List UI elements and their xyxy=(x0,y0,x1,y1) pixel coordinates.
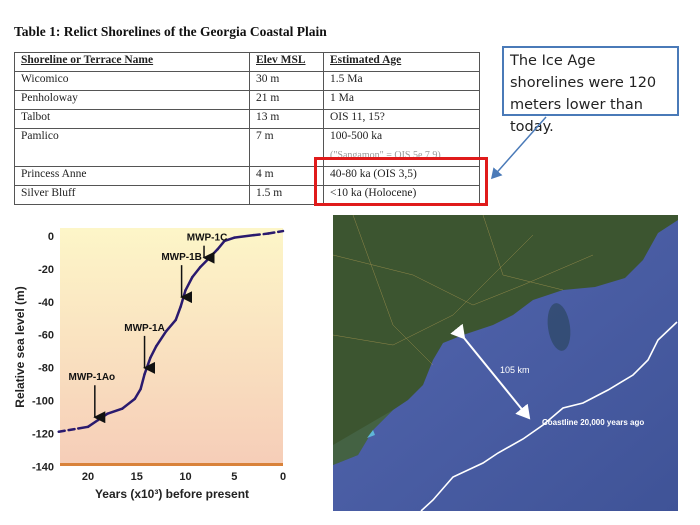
sea-level-curve-segment xyxy=(191,266,202,279)
highlight-box xyxy=(314,157,488,206)
distance-arrow xyxy=(450,323,531,420)
sea-level-curve-segment xyxy=(252,232,270,237)
x-tick-label: 0 xyxy=(280,471,286,483)
y-tick-label: -100 xyxy=(32,396,54,408)
x-tick-label: 5 xyxy=(231,471,237,483)
sea-level-curve-segment xyxy=(223,236,236,243)
header-elev: Elev MSL xyxy=(249,52,324,72)
distance-label: 105 km xyxy=(500,365,530,375)
satellite-map: 105 km Coastline 20,000 years ago xyxy=(333,215,678,511)
ancient-coastline xyxy=(420,321,678,511)
sea-level-curve-segment xyxy=(174,305,182,322)
sea-level-curve-segment xyxy=(120,397,137,410)
table-title: Table 1: Relict Shorelines of the Georgi… xyxy=(14,24,327,39)
land xyxy=(333,215,678,465)
cell-line-faded: ("Sangamon" = OIS 5e,7,9) xyxy=(330,150,441,160)
x-tick-label: 10 xyxy=(179,471,191,483)
cell: 1.5 Ma xyxy=(323,71,480,91)
sea-level-curve-segment xyxy=(155,330,168,348)
sea-level-curve-segment xyxy=(184,275,194,292)
x-tick-label: 15 xyxy=(131,471,143,483)
cell: Silver Bluff xyxy=(14,185,250,205)
table-row: Silver Bluff 1.5 m <10 ka (Holocene) xyxy=(14,185,480,205)
annotation-label: MWP-1Ao xyxy=(68,372,115,383)
x-axis-label: Years (x10³) before present xyxy=(95,487,249,501)
table-row: Pamlico 7 m 100-500 ka ("Sangamon" = OIS 5e… xyxy=(14,128,480,167)
y-tick-label: -120 xyxy=(32,428,54,440)
plot-baseline xyxy=(60,463,283,466)
shoal-plume xyxy=(547,303,571,351)
cell: 100-500 ka ("Sangamon" = OIS 5e,7,9) xyxy=(323,128,480,167)
y-tick-label: 0 xyxy=(48,231,54,243)
table-header-row: Shoreline or Terrace Name Elev MSL Estim… xyxy=(14,52,480,72)
sea-level-curve-segment xyxy=(139,372,146,391)
sea-level-curve-segment xyxy=(133,387,142,401)
y-tick-label: -40 xyxy=(38,297,54,309)
coastline-label: Coastline 20,000 years ago xyxy=(542,418,644,427)
sea-level-curve-segment xyxy=(267,229,285,235)
y-tick-label: -140 xyxy=(32,461,54,473)
sea-level-curve-segment xyxy=(216,239,226,251)
sea-level-curve-segment xyxy=(149,344,158,359)
annotation-label: MWP-1C xyxy=(187,233,228,244)
plot-area xyxy=(60,228,283,466)
x-tick-label: 20 xyxy=(82,471,94,483)
annotation-label: MWP-1A xyxy=(124,323,165,334)
cell: 21 m xyxy=(249,90,324,110)
y-axis-label: Relative sea level (m) xyxy=(13,286,27,407)
cell-line: 100-500 ka xyxy=(330,130,383,142)
y-tick-label: -80 xyxy=(38,363,54,375)
cell: 1.5 m xyxy=(249,185,324,205)
cell: Pamlico xyxy=(14,128,250,167)
y-tick-label: -20 xyxy=(38,264,54,276)
callout-box: The Ice Age shorelines were 120 meters l… xyxy=(502,46,679,135)
sea-level-curve-segment xyxy=(106,407,124,415)
sea-level-curve-segment xyxy=(233,233,255,239)
y-tick-label: -60 xyxy=(38,330,54,342)
shorelines-table: Shoreline or Terrace Name Elev MSL Estim… xyxy=(14,52,480,205)
annotation-label: MWP-1B xyxy=(161,252,202,263)
table-row: Talbot 13 m OIS 11, 15? xyxy=(14,109,480,129)
sea-level-curve-segment xyxy=(77,425,90,430)
sea-level-curve-segment xyxy=(164,318,177,333)
sea-level-chart: 0 -20 -40 -60 -80 -100 -120 -140 20 15 10 5 0 MWP-1A… xyxy=(13,228,286,501)
sea-level-curve-segment xyxy=(57,427,80,434)
